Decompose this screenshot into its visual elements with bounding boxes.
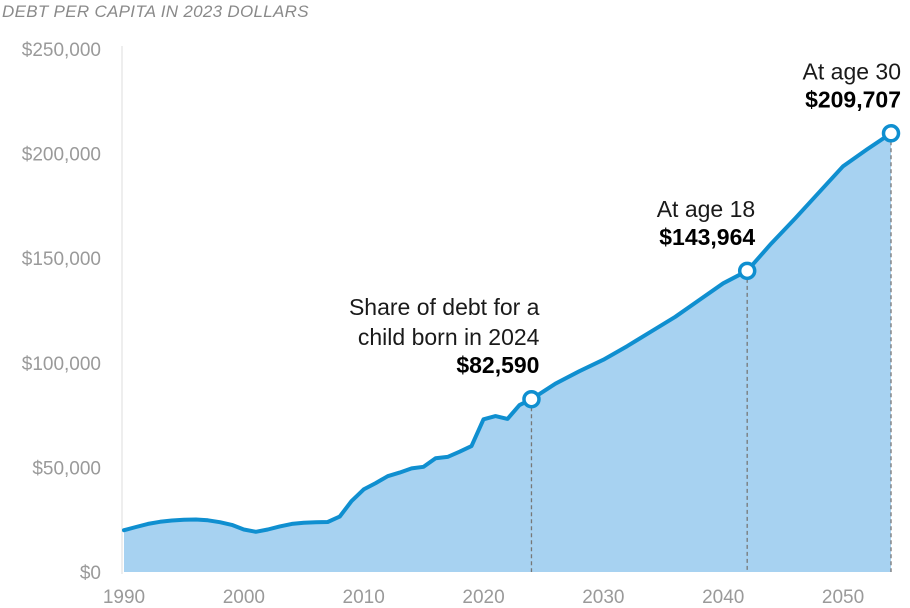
annotation-label: child born in 2024 xyxy=(358,324,540,350)
annotation-label: At age 30 xyxy=(803,58,901,84)
x-axis-ticks: 1990 2000 2010 2020 2030 2040 2050 xyxy=(103,587,864,608)
y-tick-label: $250,000 xyxy=(22,40,101,61)
y-tick-label: $150,000 xyxy=(22,249,101,270)
x-tick-label: 2040 xyxy=(702,587,744,608)
x-tick-label: 2010 xyxy=(343,587,385,608)
x-tick-label: 2020 xyxy=(462,587,504,608)
annotation-markers xyxy=(522,124,901,409)
annotation-label: At age 18 xyxy=(657,196,755,222)
y-tick-label: $200,000 xyxy=(22,145,101,166)
x-tick-label: 2000 xyxy=(223,587,265,608)
debt-line xyxy=(122,131,893,534)
annotation-value: $209,707 xyxy=(805,86,901,112)
guide-lines xyxy=(530,141,892,572)
annotations: Share of debt for a child born in 2024$82… xyxy=(349,58,901,378)
chart-subtitle: DEBT PER CAPITA IN 2023 DOLLARS xyxy=(2,2,309,21)
y-tick-label: $50,000 xyxy=(32,458,101,479)
x-tick-label: 1990 xyxy=(103,587,145,608)
annotation-label: Share of debt for a xyxy=(349,294,540,320)
annotation-value: $82,590 xyxy=(456,352,539,378)
debt-area xyxy=(124,133,891,573)
annotation-value: $143,964 xyxy=(659,224,755,250)
y-axis-ticks: $0 $50,000 $100,000 $150,000 $200,000 $250,00… xyxy=(22,40,101,584)
annotation-marker xyxy=(737,261,757,281)
annotation-marker xyxy=(522,389,541,409)
x-tick-label: 2050 xyxy=(822,587,864,608)
y-tick-label: $100,000 xyxy=(22,354,101,375)
annotation-marker xyxy=(881,124,901,143)
x-tick-label: 2030 xyxy=(582,587,624,608)
y-tick-label: $0 xyxy=(80,563,101,584)
